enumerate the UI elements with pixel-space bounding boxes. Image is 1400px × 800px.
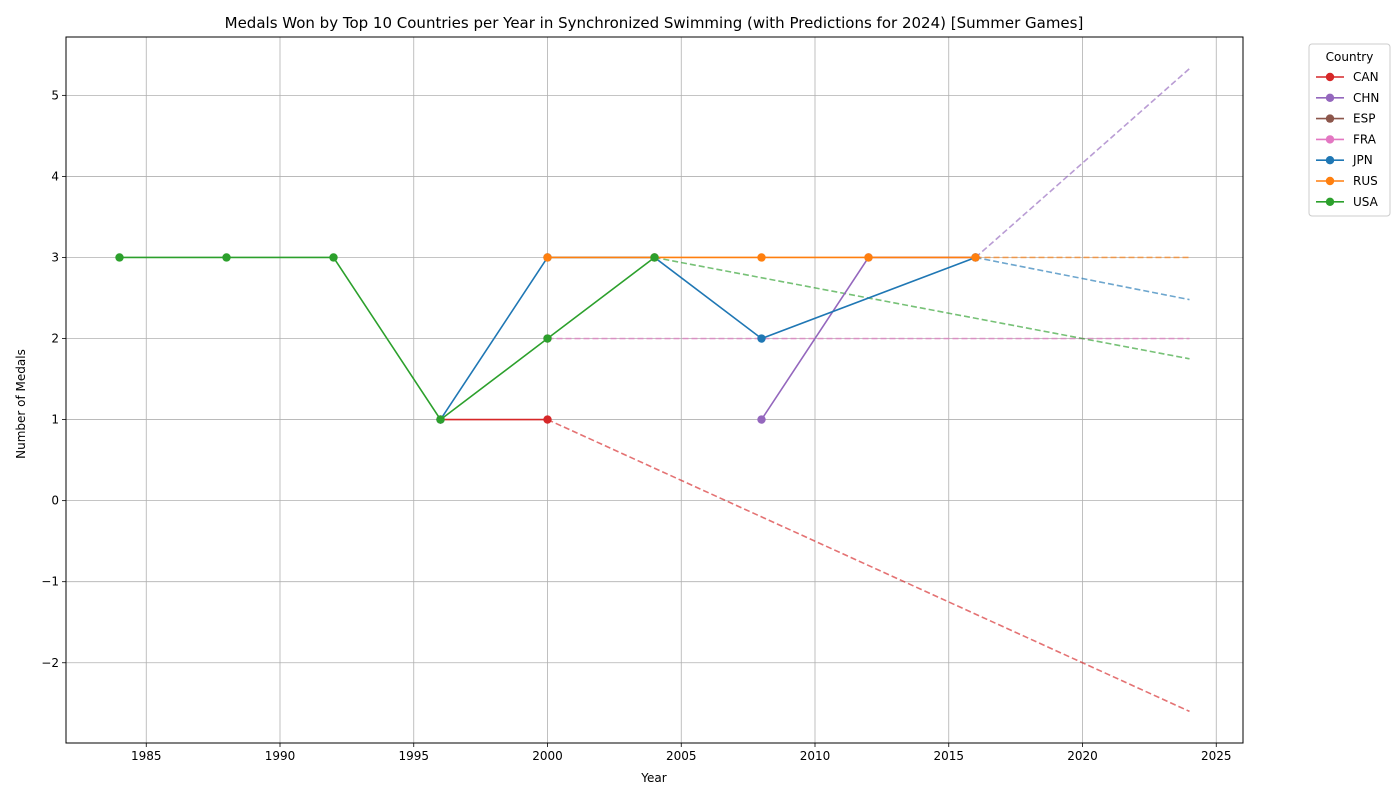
legend-label: CAN: [1353, 70, 1379, 84]
x-tick-label: 2000: [532, 749, 563, 763]
legend-label: FRA: [1353, 132, 1377, 146]
legend-swatch-marker: [1325, 156, 1335, 165]
y-axis-label: Number of Medals: [14, 349, 28, 459]
data-point-rus: [864, 253, 873, 262]
legend-label: JPN: [1352, 153, 1373, 167]
legend-item-can: CAN: [1316, 70, 1379, 84]
data-point-rus: [757, 253, 766, 262]
legend-swatch-marker: [1325, 114, 1335, 123]
data-point-usa: [436, 415, 445, 424]
legend-swatch-marker: [1325, 93, 1335, 103]
series-lines: [115, 253, 980, 424]
y-tick-label: 0: [51, 494, 59, 508]
legend-item-esp: ESP: [1316, 112, 1375, 126]
x-axis-label: Year: [640, 771, 666, 785]
y-tick-label: −1: [41, 575, 59, 589]
data-point-usa: [222, 253, 231, 262]
legend-swatch-marker: [1325, 135, 1335, 144]
x-tick-label: 2020: [1067, 749, 1098, 763]
y-tick-label: 1: [51, 413, 59, 427]
legend-label: ESP: [1353, 112, 1375, 126]
prediction-lines: [547, 68, 1191, 713]
legend-item-usa: USA: [1316, 195, 1379, 209]
data-point-usa: [650, 253, 659, 262]
legend-item-chn: CHN: [1316, 91, 1379, 105]
legend-items: CAN CHN ESP FRA JPN RUS USA: [1316, 70, 1379, 209]
prediction-line-jpn: [975, 256, 1190, 301]
series-usa: [115, 253, 659, 424]
y-tick-label: −2: [41, 656, 59, 670]
data-point-usa: [329, 253, 338, 262]
legend-swatch-marker: [1325, 72, 1335, 82]
prediction-line-usa: [654, 256, 1190, 360]
legend-swatch-marker: [1325, 176, 1335, 186]
data-point-usa: [543, 334, 552, 343]
y-tick-label: 3: [51, 250, 59, 264]
data-point-chn: [757, 415, 766, 424]
legend-label: USA: [1353, 195, 1379, 209]
data-point-rus: [971, 253, 980, 262]
x-tick-label: 2025: [1201, 749, 1232, 763]
data-point-jpn: [757, 334, 766, 343]
prediction-line-can: [547, 418, 1190, 713]
series-line-usa: [119, 256, 655, 421]
chart-title: Medals Won by Top 10 Countries per Year …: [225, 14, 1084, 32]
x-tick-label: 1990: [265, 749, 296, 763]
y-tick-label: 2: [51, 332, 59, 346]
legend-item-rus: RUS: [1316, 174, 1378, 188]
prediction-line-chn: [974, 68, 1191, 259]
data-point-usa: [115, 253, 124, 262]
x-tick-label: 2015: [933, 749, 964, 763]
y-tick-label: 4: [51, 169, 59, 183]
y-axis-ticks: −2 −1 0 1 2 3 4 5: [41, 88, 66, 670]
x-tick-label: 2010: [800, 749, 831, 763]
x-tick-label: 1985: [131, 749, 162, 763]
legend-item-jpn: JPN: [1316, 153, 1373, 167]
x-axis-ticks: 1985 1990 1995 2000 2005 2010 2015 2020 2025: [131, 743, 1232, 763]
legend-swatch-marker: [1325, 197, 1335, 206]
data-point-rus: [543, 253, 552, 262]
legend-label: RUS: [1353, 174, 1378, 188]
data-point-can: [543, 415, 552, 424]
x-tick-label: 2005: [666, 749, 697, 763]
x-tick-label: 1995: [398, 749, 429, 763]
legend-box: [1308, 43, 1391, 217]
legend-title: Country: [1326, 50, 1374, 64]
legend: Country CAN CHN ESP FRA JPN RUS USA: [1308, 43, 1391, 217]
plot-frame: [65, 36, 1244, 744]
legend-item-fra: FRA: [1316, 132, 1377, 146]
legend-label: CHN: [1353, 91, 1379, 105]
y-tick-label: 5: [51, 88, 59, 102]
